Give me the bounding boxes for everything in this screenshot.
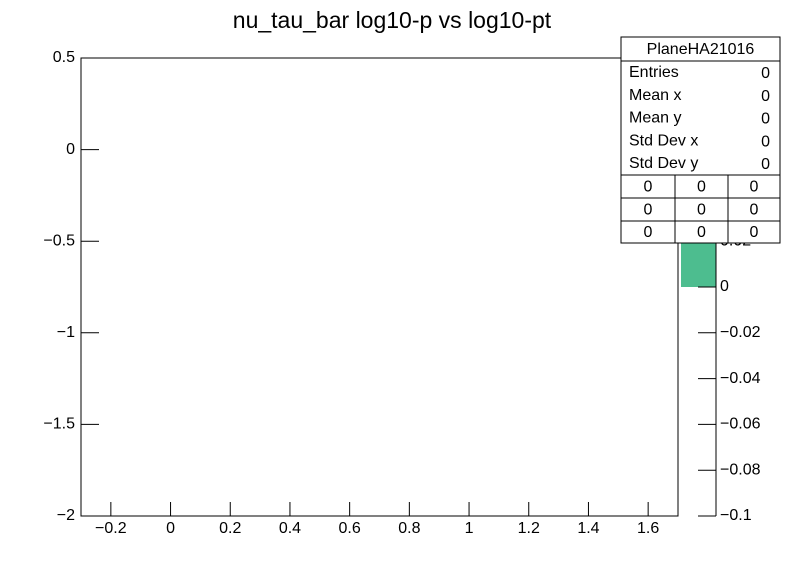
stats-cell: 0 [644,179,653,196]
stats-value: 0 [761,156,770,173]
plot-frame [80,57,679,517]
stats-label: Entries [629,64,679,81]
x-tick-label: 1.2 [518,520,540,537]
palette-color [681,243,716,287]
stats-value: 0 [761,88,770,105]
stats-value: 0 [761,65,770,82]
z-tick-label: −0.1 [720,507,752,524]
y-tick-label: −2 [57,507,75,524]
stats-cell: 0 [750,202,759,219]
stats-label: Std Dev x [629,132,698,149]
stats-value: 0 [761,133,770,150]
stats-cell: 0 [750,179,759,196]
stats-cell: 0 [697,202,706,219]
x-tick-label: 0.2 [219,520,241,537]
x-tick-label: 0.4 [279,520,301,537]
stats-label: Mean y [629,110,681,127]
stats-label: Std Dev y [629,155,698,172]
y-tick-label: −1.5 [43,416,75,433]
z-tick-label: −0.04 [720,370,761,387]
x-tick-label: 0 [166,520,175,537]
stats-cell: 0 [644,224,653,241]
x-tick-label: 1.4 [577,520,599,537]
x-tick-label: 1 [465,520,474,537]
z-tick-label: −0.02 [720,324,761,341]
z-tick-label: −0.06 [720,416,761,433]
stats-label: Mean x [629,87,681,104]
z-tick-label: −0.08 [720,461,761,478]
stats-box [620,36,781,244]
stats-value: 0 [761,111,770,128]
x-tick-label: 0.8 [398,520,420,537]
y-tick-label: 0.5 [53,49,75,66]
stats-title: PlaneHA21016 [647,41,755,58]
y-tick-label: −0.5 [43,232,75,249]
y-tick-label: 0 [66,141,75,158]
stats-cell: 0 [697,224,706,241]
z-tick-label: 0 [720,278,729,295]
x-tick-label: 0.6 [339,520,361,537]
stats-cell: 0 [750,224,759,241]
stats-cell: 0 [644,202,653,219]
stats-cell: 0 [697,179,706,196]
x-tick-label: −0.2 [95,520,127,537]
chart-title: nu_tau_bar log10-p vs log10-pt [233,7,552,33]
x-tick-label: 1.6 [637,520,659,537]
y-tick-label: −1 [57,324,75,341]
